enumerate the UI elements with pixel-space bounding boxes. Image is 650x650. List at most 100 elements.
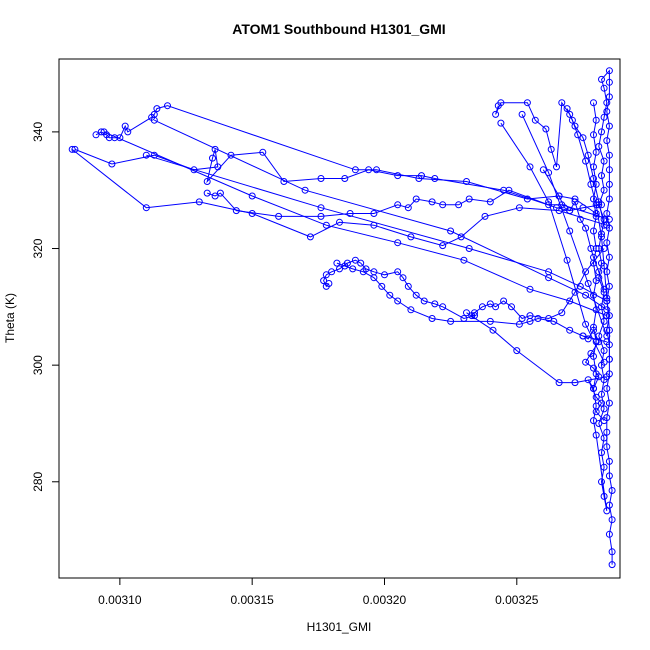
data-point: [486, 300, 494, 308]
data-point: [317, 204, 325, 212]
data-point: [603, 373, 611, 381]
data-point: [341, 262, 349, 270]
data-point: [394, 239, 402, 247]
series-3: [463, 309, 611, 387]
data-point: [412, 195, 420, 203]
data-point: [351, 256, 359, 264]
data-point: [568, 116, 576, 124]
data-point: [590, 253, 597, 261]
data-point: [605, 457, 613, 465]
series-line: [103, 131, 607, 317]
data-point: [584, 151, 592, 159]
data-point: [359, 268, 367, 276]
series-line: [154, 119, 608, 311]
data-point: [381, 271, 388, 279]
data-point: [587, 180, 595, 188]
data-point: [378, 282, 386, 290]
data-point: [439, 201, 447, 209]
data-point: [598, 303, 605, 311]
data-point: [603, 137, 611, 145]
data-point: [508, 303, 515, 311]
data-point: [571, 198, 579, 206]
data-point: [465, 245, 473, 252]
data-point: [605, 166, 613, 174]
data-point: [492, 110, 500, 118]
data-point: [492, 303, 500, 311]
data-point: [216, 189, 224, 197]
data-point: [322, 271, 330, 279]
data-point: [598, 128, 605, 136]
data-point: [592, 180, 600, 188]
data-point: [605, 67, 613, 75]
data-point: [523, 195, 531, 203]
data-point: [394, 201, 402, 209]
data-point: [600, 186, 608, 194]
series-layer: [68, 67, 616, 569]
series-10: [150, 116, 611, 314]
data-point: [447, 227, 455, 235]
series-0: [590, 67, 616, 569]
data-point: [595, 245, 603, 252]
series-line: [582, 329, 605, 421]
data-point: [598, 172, 605, 180]
data-point: [603, 428, 611, 436]
data-point: [595, 143, 603, 150]
data-point: [587, 245, 595, 252]
x-tick-label: 0.00320: [363, 593, 407, 607]
data-point: [603, 210, 611, 217]
data-point: [608, 487, 616, 494]
data-point: [603, 268, 611, 276]
data-point: [595, 338, 603, 346]
data-point: [153, 105, 161, 113]
data-point: [590, 385, 597, 392]
data-point: [227, 151, 235, 159]
data-point: [600, 84, 608, 92]
data-point: [150, 116, 158, 124]
data-point: [587, 350, 595, 357]
data-point: [248, 192, 256, 200]
data-point: [558, 309, 566, 317]
data-point: [407, 306, 415, 314]
data-point: [407, 233, 415, 241]
data-point: [275, 212, 283, 220]
data-point: [598, 478, 605, 486]
data-point: [325, 280, 333, 287]
data-point: [555, 192, 563, 200]
data-point: [553, 204, 560, 212]
data-point: [333, 259, 341, 267]
data-point: [439, 242, 447, 250]
data-point: [513, 347, 521, 355]
data-point: [322, 221, 330, 229]
data-point: [526, 163, 534, 171]
data-point: [584, 335, 592, 343]
data-point: [576, 215, 584, 223]
data-point: [600, 285, 608, 293]
data-point: [560, 204, 568, 212]
y-axis-label: Theta (K): [3, 293, 17, 343]
data-point: [463, 178, 470, 185]
data-point: [336, 265, 343, 273]
data-point: [214, 163, 222, 171]
data-point: [428, 198, 436, 206]
data-point: [595, 420, 603, 427]
data-point: [468, 312, 476, 320]
series-12: [497, 119, 608, 366]
data-point: [592, 148, 600, 156]
data-point: [590, 326, 597, 334]
data-point: [415, 175, 423, 182]
data-point: [605, 501, 613, 509]
data-point: [605, 399, 613, 407]
data-point: [404, 204, 412, 212]
data-point: [592, 116, 600, 124]
series-line: [146, 154, 608, 302]
data-point: [600, 492, 608, 500]
data-point: [71, 145, 79, 153]
data-point: [600, 262, 608, 270]
data-point: [590, 417, 597, 425]
data-point: [590, 99, 597, 107]
series-8: [100, 128, 611, 320]
data-point: [518, 315, 526, 322]
data-point: [600, 157, 608, 165]
data-point: [463, 309, 470, 317]
plot-area-frame: [58, 58, 621, 579]
